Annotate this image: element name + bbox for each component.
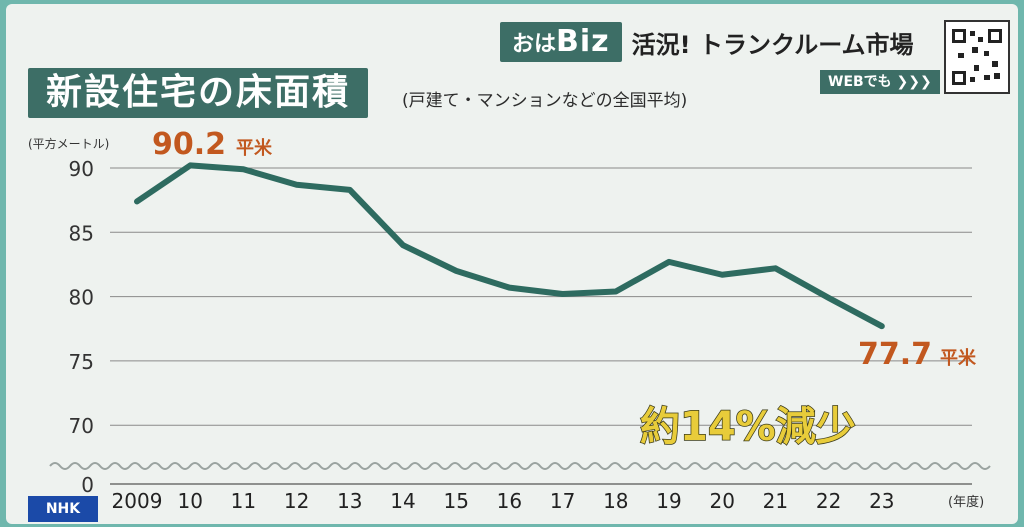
data-point (879, 323, 885, 329)
y-tick-label: 80 (69, 286, 94, 310)
chart-title: 新設住宅の床面積 (28, 68, 369, 118)
data-point (294, 182, 300, 188)
data-point (719, 272, 725, 278)
y-tick-label: 85 (69, 221, 94, 245)
x-tick-label: 2009 (112, 489, 163, 513)
program-badge: おはBiz 活況! トランクルーム市場 (500, 20, 940, 64)
ohabiz-logo: おはBiz (500, 22, 622, 62)
x-tick-label: 10 (177, 489, 202, 513)
x-tick-label: 21 (763, 489, 788, 513)
x-tick-label: 14 (390, 489, 415, 513)
x-tick-label: 12 (284, 489, 309, 513)
x-tick-label: 17 (550, 489, 575, 513)
data-point (613, 288, 619, 294)
x-tick-label: 18 (603, 489, 628, 513)
x-tick-label: 19 (656, 489, 681, 513)
qr-code-icon (944, 20, 1010, 94)
chart-subtitle: (戸建て・マンションなどの全国平均) (402, 91, 688, 111)
data-point (453, 268, 459, 274)
data-point (400, 242, 406, 248)
data-point (240, 166, 246, 172)
x-tick-label: 20 (709, 489, 734, 513)
data-point (187, 162, 193, 168)
x-tick-label: 16 (497, 489, 522, 513)
nhk-logo: NHK (28, 496, 98, 522)
y-tick-label: 90 (69, 157, 94, 181)
data-point (347, 187, 353, 193)
logo-big-text: Biz (556, 24, 610, 59)
data-point (826, 295, 832, 301)
min-value-label: 77.7 (858, 337, 932, 372)
series-line (134, 162, 885, 330)
y-tick-label: 0 (81, 473, 94, 497)
decrease-callout: 約14%減少 (640, 404, 856, 450)
y-tick-label: 70 (69, 414, 94, 438)
data-point (560, 291, 566, 297)
logo-small-text: おは (512, 32, 557, 57)
axis-break-wave (49, 462, 991, 470)
data-point (506, 285, 512, 291)
y-axis-unit-label: (平方メートル) (28, 136, 109, 151)
x-tick-label: 11 (231, 489, 256, 513)
x-tick-label: 22 (816, 489, 841, 513)
web-button[interactable]: WEBでも ❯❯❯ (820, 70, 940, 94)
min-unit-label: 平米 (940, 347, 977, 369)
data-point (772, 265, 778, 271)
x-tick-label: 13 (337, 489, 362, 513)
y-tick-label: 75 (69, 350, 94, 374)
x-tick-label: 23 (869, 489, 894, 513)
data-point (134, 198, 140, 204)
program-title: 活況! トランクルーム市場 (631, 30, 914, 59)
data-point (666, 259, 672, 265)
max-unit-label: 平米 (236, 137, 273, 159)
x-tick-label: 15 (443, 489, 468, 513)
max-value-label: 90.2 (152, 127, 226, 162)
x-axis-unit-label: (年度) (948, 494, 984, 510)
